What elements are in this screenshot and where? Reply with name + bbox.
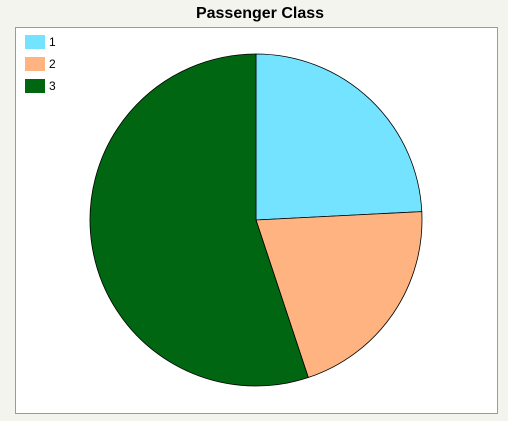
legend-swatch [25, 57, 45, 71]
pie-slice [255, 211, 423, 379]
pie-slice [89, 53, 309, 387]
legend-label: 1 [49, 35, 56, 49]
legend-swatch [25, 35, 45, 49]
legend-label: 3 [49, 79, 56, 93]
legend-label: 2 [49, 57, 56, 71]
chart-title: Passenger Class [196, 5, 324, 22]
pie-slice [255, 53, 423, 221]
legend-swatch [25, 79, 45, 93]
